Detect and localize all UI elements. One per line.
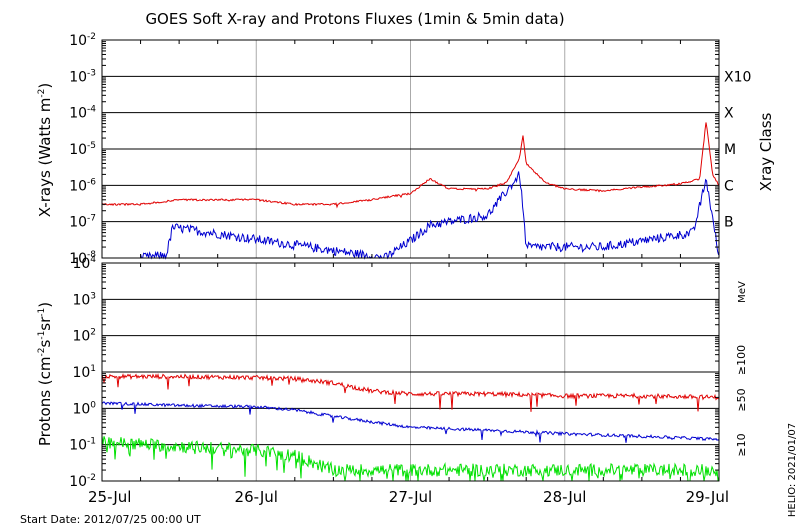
xray-data (101, 122, 720, 260)
y-tick-label: 103 (72, 291, 96, 308)
xray-class-label: M (724, 142, 736, 158)
x-tick-label: 28-Jul (543, 488, 586, 506)
energy-unit-label: MeV (737, 281, 748, 303)
xray-class-label: C (724, 178, 734, 194)
x-tick-label: 26-Jul (235, 488, 278, 506)
xray-class-axis-label: Xray Class (757, 112, 775, 191)
y-tick-label: 10-5 (69, 141, 96, 158)
xray-series-line (101, 122, 720, 209)
proton-y-axis-label: Protons (cm-2s-1sr-1) (36, 302, 54, 446)
proton-series-label: ≥10 (735, 433, 748, 456)
xray-class-label: B (724, 215, 734, 231)
chart-title: GOES Soft X-ray and Protons Fluxes (1min… (145, 10, 564, 28)
y-tick-label: 10-8 (69, 250, 96, 267)
xray-class-labels: X10 X M C B (724, 69, 751, 230)
y-tick-label: 10-6 (69, 177, 96, 194)
y-tick-label: 102 (72, 328, 96, 345)
proton-series-label: ≥50 (735, 388, 748, 411)
proton-series-label: ≥100 (735, 345, 748, 375)
proton-y-ticks: 104 103 102 101 100 10-1 10-2 (69, 255, 719, 490)
xray-series-line (140, 171, 720, 260)
y-tick-label: 10-7 (69, 214, 96, 231)
proton-data (101, 371, 720, 482)
xray-y-ticks: 10-2 10-3 10-4 10-5 10-6 10-7 10-8 (69, 32, 719, 267)
xray-class-label: X (724, 106, 734, 122)
xray-panel: 10-2 10-3 10-4 10-5 10-6 10-7 10-8 X10 X M C B Xra… (36, 32, 775, 267)
y-tick-label: 10-4 (69, 105, 96, 122)
proton-series-line (101, 372, 720, 412)
credit-label: HELIO: 2021/01/07 (787, 423, 798, 517)
y-tick-label: 101 (72, 364, 96, 381)
xray-gridlines (102, 40, 719, 258)
proton-frame (101, 262, 720, 482)
proton-energy-legend: ≥10 ≥50 ≥100 (735, 345, 748, 457)
y-tick-label: 10-2 (69, 32, 96, 49)
x-axis-tick-labels: 25-Jul 26-Jul 27-Jul 28-Jul 29-Jul (88, 40, 729, 506)
proton-series-line (101, 401, 720, 443)
y-tick-label: 100 (72, 400, 96, 417)
x-tick-label: 27-Jul (389, 488, 432, 506)
x-tick-label: 25-Jul (88, 488, 131, 506)
x-tick-label: 29-Jul (686, 488, 729, 506)
xray-y-axis-label: X-rays (Watts m-2) (36, 83, 54, 217)
y-tick-label: 10-1 (69, 437, 96, 454)
y-tick-label: 10-3 (69, 68, 96, 85)
start-date-label: Start Date: 2012/07/25 00:00 UT (20, 513, 201, 526)
proton-panel: 104 103 102 101 100 10-1 10-2 25-Jul 26-Jul 27-J… (36, 40, 748, 506)
xray-frame (101, 39, 720, 259)
y-tick-label: 104 (72, 255, 96, 272)
xray-class-label: X10 (724, 69, 751, 85)
y-tick-label: 10-2 (69, 473, 96, 490)
proton-series-line (101, 435, 720, 482)
